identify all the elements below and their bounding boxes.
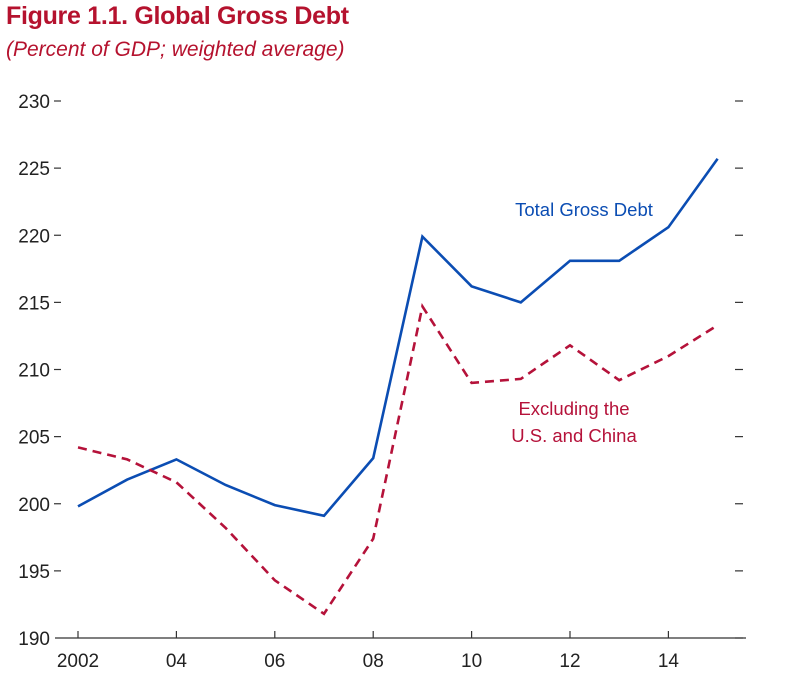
y-tick-label: 210 [18, 361, 50, 382]
y-tick-label: 205 [18, 428, 50, 449]
chart-subtitle: (Percent of GDP; weighted average) [6, 38, 345, 61]
excluding-us-china-line [77, 303, 719, 616]
x-tick-label: 12 [559, 651, 580, 672]
y-tick-label: 215 [18, 293, 50, 314]
series-lines [77, 157, 719, 616]
series-label-excluding-us-china: Excluding the [518, 398, 629, 419]
y-tick-label: 225 [18, 159, 50, 180]
x-tick-label: 14 [658, 651, 680, 672]
x-tick-label: 10 [461, 651, 482, 672]
x-tick-label: 06 [264, 651, 285, 672]
y-tick-label: 220 [18, 226, 50, 247]
y-tick-label: 195 [18, 562, 50, 583]
axes: 190 195 200 205 210 215 220 225 230 2002 04 06 08 10 1… [18, 92, 746, 672]
series-labels: Total Gross Debt Excluding the U.S. and Ch… [511, 199, 653, 446]
y-tick-label: 200 [18, 495, 50, 516]
x-tick-label: 04 [166, 651, 188, 672]
chart-title: Figure 1.1. Global Gross Debt [6, 2, 349, 30]
total-gross-debt-line [77, 157, 719, 518]
series-label-excluding-us-china: U.S. and China [511, 425, 637, 446]
series-label-total-gross-debt: Total Gross Debt [515, 199, 653, 220]
y-tick-label: 190 [18, 629, 50, 650]
x-tick-label: 2002 [57, 651, 99, 672]
y-tick-label: 230 [18, 92, 50, 113]
x-tick-label: 08 [363, 651, 384, 672]
